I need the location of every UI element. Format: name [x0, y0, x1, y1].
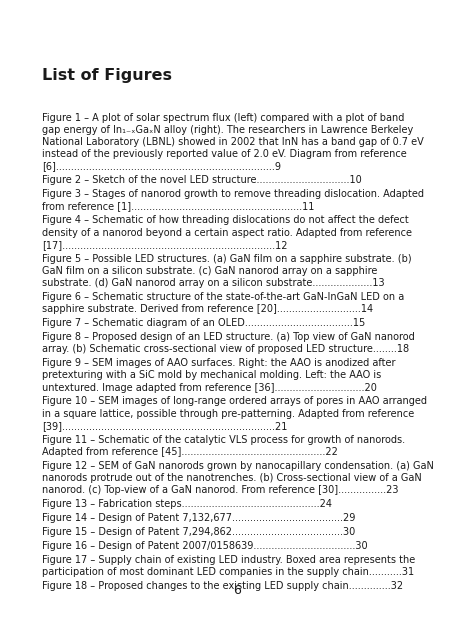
Text: Adapted from reference [45]................................................22: Adapted from reference [45].............… — [42, 447, 338, 457]
Text: [6].........................................................................9: [6].....................................… — [42, 161, 281, 172]
Text: Figure 17 – Supply chain of existing LED industry. Boxed area represents the: Figure 17 – Supply chain of existing LED… — [42, 555, 415, 565]
Text: GaN film on a silicon substrate. (c) GaN nanorod array on a sapphire: GaN film on a silicon substrate. (c) GaN… — [42, 266, 377, 276]
Text: Figure 16 – Design of Patent 2007/0158639..................................30: Figure 16 – Design of Patent 2007/015863… — [42, 541, 368, 551]
Text: from reference [1].........................................................11: from reference [1]......................… — [42, 201, 314, 212]
Text: sapphire substrate. Derived from reference [20]............................14: sapphire substrate. Derived from referen… — [42, 304, 373, 314]
Text: nanorods protrude out of the nanotrenches. (b) Cross-sectional view of a GaN: nanorods protrude out of the nanotrenche… — [42, 473, 422, 483]
Text: instead of the previously reported value of 2.0 eV. Diagram from reference: instead of the previously reported value… — [42, 149, 407, 159]
Text: array. (b) Schematic cross-sectional view of proposed LED structure........18: array. (b) Schematic cross-sectional vie… — [42, 344, 409, 354]
Text: Figure 10 – SEM images of long-range ordered arrays of pores in AAO arranged: Figure 10 – SEM images of long-range ord… — [42, 397, 427, 407]
Text: nanorod. (c) Top-view of a GaN nanorod. From reference [30]................23: nanorod. (c) Top-view of a GaN nanorod. … — [42, 485, 399, 495]
Text: Figure 11 – Schematic of the catalytic VLS process for growth of nanorods.: Figure 11 – Schematic of the catalytic V… — [42, 435, 405, 445]
Text: List of Figures: List of Figures — [42, 68, 172, 83]
Text: Figure 9 – SEM images of AAO surfaces. Right: the AAO is anodized after: Figure 9 – SEM images of AAO surfaces. R… — [42, 358, 395, 368]
Text: Figure 12 – SEM of GaN nanorods grown by nanocapillary condensation. (a) GaN: Figure 12 – SEM of GaN nanorods grown by… — [42, 461, 434, 471]
Text: Figure 15 – Design of Patent 7,294,862.....................................30: Figure 15 – Design of Patent 7,294,862..… — [42, 527, 355, 537]
Text: Figure 14 – Design of Patent 7,132,677.....................................29: Figure 14 – Design of Patent 7,132,677..… — [42, 513, 356, 523]
Text: Figure 7 – Schematic diagram of an OLED....................................15: Figure 7 – Schematic diagram of an OLED.… — [42, 318, 365, 328]
Text: Figure 18 – Proposed changes to the existing LED supply chain..............32: Figure 18 – Proposed changes to the exis… — [42, 581, 403, 591]
Text: Figure 5 – Possible LED structures. (a) GaN film on a sapphire substrate. (b): Figure 5 – Possible LED structures. (a) … — [42, 254, 411, 263]
Text: in a square lattice, possible through pre-patterning. Adapted from reference: in a square lattice, possible through pr… — [42, 408, 414, 419]
Text: Figure 4 – Schematic of how threading dislocations do not affect the defect: Figure 4 – Schematic of how threading di… — [42, 215, 409, 225]
Text: substrate. (d) GaN nanorod array on a silicon substrate....................13: substrate. (d) GaN nanorod array on a si… — [42, 278, 384, 288]
Text: Figure 6 – Schematic structure of the state-of-the-art GaN-InGaN LED on a: Figure 6 – Schematic structure of the st… — [42, 292, 404, 302]
Text: Figure 3 – Stages of nanorod growth to remove threading dislocation. Adapted: Figure 3 – Stages of nanorod growth to r… — [42, 189, 424, 199]
Text: Figure 2 – Sketch of the novel LED structure...............................10: Figure 2 – Sketch of the novel LED struc… — [42, 175, 362, 185]
Text: [39].......................................................................21: [39]....................................… — [42, 421, 287, 431]
Text: participation of most dominant LED companies in the supply chain...........31: participation of most dominant LED compa… — [42, 567, 414, 578]
Text: Figure 1 – A plot of solar spectrum flux (left) compared with a plot of band: Figure 1 – A plot of solar spectrum flux… — [42, 113, 404, 123]
Text: [17].......................................................................12: [17]....................................… — [42, 240, 288, 250]
Text: Figure 8 – Proposed design of an LED structure. (a) Top view of GaN nanorod: Figure 8 – Proposed design of an LED str… — [42, 332, 415, 342]
Text: 6: 6 — [233, 584, 241, 597]
Text: gap energy of In₁₋ₓGaₓN alloy (right). The researchers in Lawrence Berkeley: gap energy of In₁₋ₓGaₓN alloy (right). T… — [42, 125, 413, 135]
Text: Figure 13 – Fabrication steps..............................................24: Figure 13 – Fabrication steps...........… — [42, 499, 332, 509]
Text: density of a nanorod beyond a certain aspect ratio. Adapted from reference: density of a nanorod beyond a certain as… — [42, 228, 412, 238]
Text: National Laboratory (LBNL) showed in 2002 that InN has a band gap of 0.7 eV: National Laboratory (LBNL) showed in 200… — [42, 137, 424, 147]
Text: untextured. Image adapted from reference [36]..............................20: untextured. Image adapted from reference… — [42, 383, 377, 392]
Text: pretexturing with a SiC mold by mechanical molding. Left: the AAO is: pretexturing with a SiC mold by mechanic… — [42, 370, 381, 380]
